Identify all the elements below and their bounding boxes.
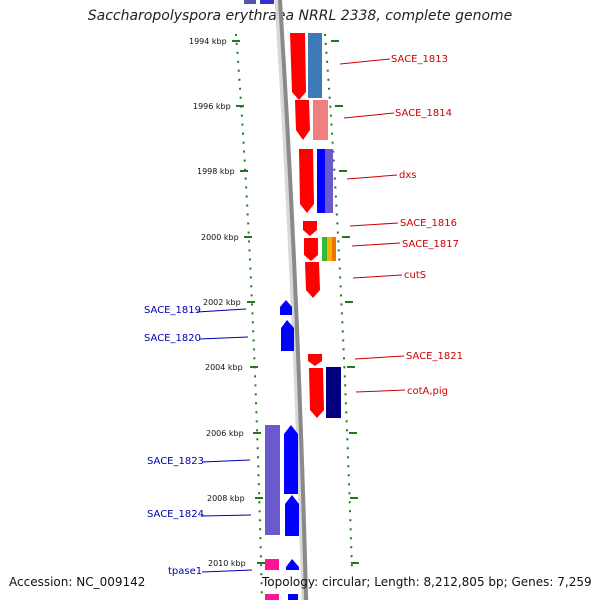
leader-line-sace-1820 (198, 336, 249, 340)
cog-bar-sace-1823 (265, 425, 280, 535)
tick-label-2010: 2010 kbp (208, 559, 246, 568)
tick-label-2008: 2008 kbp (207, 494, 245, 503)
gene-arrow-sace-1816[interactable] (303, 221, 317, 236)
tick-label-1996: 1996 kbp (193, 102, 231, 111)
accession-text: Accession: NC_009142 (9, 575, 146, 589)
leader-line-sace-1824 (201, 514, 252, 517)
cog-bar-bottom-partial (265, 594, 279, 600)
cog-bar-dxs-b (325, 149, 333, 213)
tick-label-2006: 2006 kbp (206, 429, 244, 438)
cog-bar-sace-1817-b (327, 237, 332, 261)
gene-label-tpase1[interactable]: tpase1 (168, 566, 202, 577)
partial-feature-top-a (244, 0, 256, 4)
leader-line-dxs (346, 174, 398, 180)
gene-arrow-sace-1821[interactable] (308, 354, 322, 366)
cog-bar-sace-1814 (313, 100, 328, 140)
tick-marks (232, 40, 359, 564)
gene-arrow-cuts[interactable] (305, 262, 320, 298)
leader-line-sace-1813 (339, 58, 391, 65)
gene-label-sace-1817[interactable]: SACE_1817 (402, 239, 459, 250)
tick-label-2004: 2004 kbp (205, 363, 243, 372)
gene-arrow-sace-1817[interactable] (304, 238, 318, 261)
tick-label-1998: 1998 kbp (197, 167, 235, 176)
gene-arrow-sace-1813[interactable] (290, 33, 306, 100)
gene-arrow-cota-pig[interactable] (309, 368, 324, 418)
gene-arrow-bottom-partial (288, 594, 298, 600)
leader-line-sace-1814 (343, 112, 395, 119)
tick-label-2002: 2002 kbp (203, 298, 241, 307)
gene-label-sace-1821[interactable]: SACE_1821 (406, 351, 463, 362)
leader-line-sace-1819 (196, 308, 247, 313)
partial-feature-top-b (260, 0, 274, 4)
gene-label-cota-pig[interactable]: cotA,pig (407, 386, 448, 397)
gene-label-sace-1819[interactable]: SACE_1819 (144, 305, 201, 316)
cog-bar-tpase1 (265, 559, 279, 570)
gene-arrow-sace-1824[interactable] (285, 495, 299, 536)
gene-arrow-dxs[interactable] (299, 149, 314, 213)
gene-label-dxs[interactable]: dxs (399, 170, 416, 181)
leader-line-sace-1817 (351, 242, 401, 247)
gene-arrow-tpase1[interactable] (286, 559, 299, 570)
leader-line-cuts (352, 274, 403, 279)
leader-line-tpase1 (201, 569, 253, 573)
cog-bar-dxs-a (317, 149, 325, 213)
leader-line-sace-1821 (354, 355, 405, 360)
gene-label-sace-1824[interactable]: SACE_1824 (147, 509, 204, 520)
gene-label-sace-1816[interactable]: SACE_1816 (400, 218, 457, 229)
genome-backbone (278, 0, 308, 600)
tick-label-1994: 1994 kbp (189, 37, 227, 46)
leader-line-sace-1823 (201, 459, 251, 463)
gene-arrow-sace-1819[interactable] (280, 300, 292, 315)
gene-arrow-sace-1814[interactable] (295, 100, 310, 140)
gene-label-sace-1820[interactable]: SACE_1820 (144, 333, 201, 344)
gene-label-sace-1823[interactable]: SACE_1823 (147, 456, 204, 467)
leader-line-sace-1816 (349, 222, 399, 227)
gene-arrow-sace-1820[interactable] (281, 320, 294, 351)
gene-arrow-sace-1823[interactable] (284, 425, 298, 494)
genome-title: Saccharopolyspora erythraea NRRL 2338, c… (87, 8, 513, 24)
cog-bar-cota-pig (326, 367, 341, 418)
gene-label-sace-1813[interactable]: SACE_1813 (391, 54, 448, 65)
tick-label-2000: 2000 kbp (201, 233, 239, 242)
cog-bar-sace-1817-c (332, 237, 336, 261)
cog-bar-sace-1817-a (322, 237, 327, 261)
cog-bar-sace-1813 (308, 33, 322, 98)
topology-text: Topology: circular; Length: 8,212,805 bp… (262, 575, 592, 589)
gene-label-sace-1814[interactable]: SACE_1814 (395, 108, 452, 119)
gene-label-cuts[interactable]: cutS (404, 270, 426, 281)
leader-line-cota-pig (355, 389, 406, 393)
